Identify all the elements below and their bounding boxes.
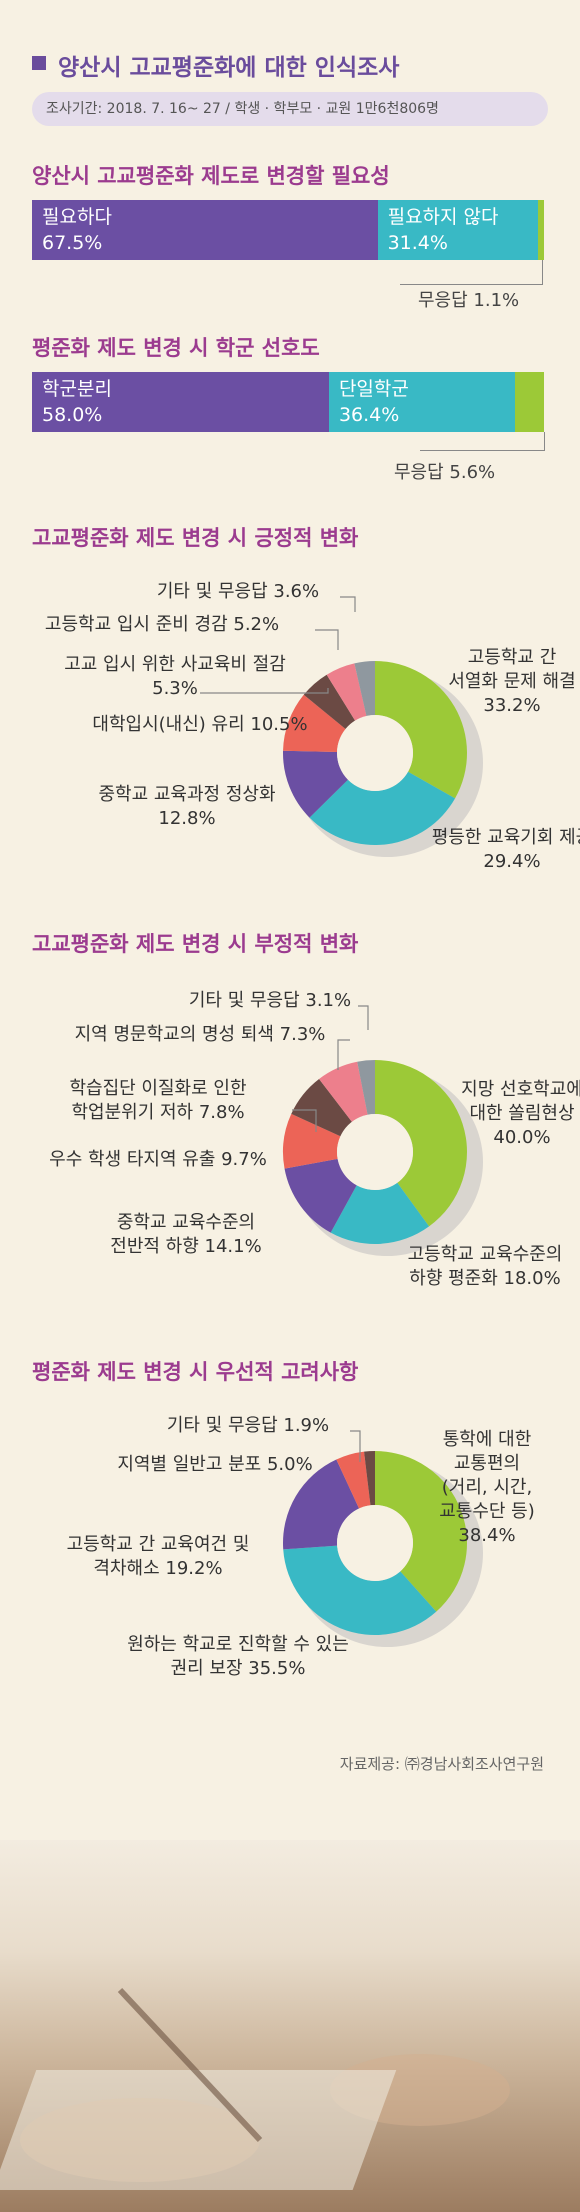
donut-2-leader-7 (358, 1005, 369, 1030)
bar-2-segment-2-value: 36.4% (338, 404, 400, 426)
donut-3-slice-4 (336, 1451, 371, 1509)
donut-1-slice-6 (326, 663, 367, 721)
data-source: 자료제공: ㈜경남사회조사연구원 (339, 1755, 544, 1773)
donut-1-hole (337, 715, 413, 791)
donut-3-label-2: 원하는 학교로 진학할 수 있는 권리 보장 35.5% (127, 1634, 349, 1679)
donut-1-slice-2 (309, 771, 456, 845)
bar-1-segment-1: 필요하다 67.5% (32, 200, 378, 260)
bar-2-segment-2: 단일학군 36.4% (328, 372, 516, 432)
donut-3-label-4: 지역별 일반고 분포 5.0% (117, 1454, 312, 1475)
bar-2-segment-2-category: 단일학군 (338, 378, 409, 400)
bar-2-segment-3 (515, 372, 544, 432)
survey-period: 조사기간: 2018. 7. 16~ 27 / 학생 · 학부모 · 교원 1만… (32, 92, 548, 126)
donut-2-label-6: 지역 명문학교의 명성 퇴색 7.3% (75, 1024, 326, 1045)
bar-chart-1-title: 양산시 고교평준화 제도로 변경할 필요성 (32, 164, 390, 188)
pie-chart-2-title: 고교평준화 제도 변경 시 부정적 변화 (32, 932, 359, 956)
donut-1-label-4: 대학입시(내신) 유리 10.5% (92, 714, 307, 735)
donut-3-hole (337, 1505, 413, 1581)
donut-1-slice-4 (283, 694, 346, 753)
donut-1-leader-5 (200, 688, 329, 694)
donut-1-slice-3 (283, 750, 348, 818)
donut-charts: 고등학교 간 서열화 문제 해결 33.2% 평등한 교육기회 제공 29.4% 중학교 … (45, 581, 580, 1679)
bar-2-segment-1-value: 58.0% (42, 404, 103, 426)
donut-1-label-1: 고등학교 간 서열화 문제 해결 33.2% (448, 647, 575, 716)
bar-1-segment-2-category: 필요하지 않다 (387, 206, 499, 228)
donut-1-label-2: 평등한 교육기회 제공 29.4% (432, 827, 580, 872)
donut-2-label-3: 중학교 교육수준의 전반적 하향 14.1% (110, 1212, 261, 1257)
bar-2-segment-1: 학군분리 58.0% (32, 372, 329, 432)
page-title: 양산시 고교평준화에 대한 인식조사 (58, 55, 400, 81)
background-photo (0, 1840, 580, 2212)
donut-2-label-5: 학습집단 이질화로 인한 학업분위기 저하 7.8% (69, 1078, 246, 1123)
bar-2-segment-1-category: 학군분리 (42, 378, 112, 400)
donut-2-hole (337, 1114, 413, 1190)
donut-2-label-2: 고등학교 교육수준의 하향 평준화 18.0% (408, 1244, 563, 1289)
donut-2-slice-7 (357, 1060, 375, 1115)
donut-2-label-1: 지망 선호학교에 대한 쏠림현상 40.0% (461, 1079, 580, 1148)
donut-1-leader-6 (315, 629, 339, 650)
donut-2-slice-2 (330, 1182, 430, 1244)
pencil-shape (117, 1987, 263, 2143)
bar-2-nr-leader (420, 432, 545, 451)
donut-3-leader-5 (350, 1430, 361, 1462)
donut-1-slice-1 (375, 661, 467, 799)
bar-1-segment-1-value: 67.5% (42, 232, 103, 254)
bar-1-segment-3 (538, 200, 544, 260)
bar-chart-2-title: 평준화 제도 변경 시 학군 선호도 (32, 336, 320, 360)
donut-1-leader-7 (340, 596, 356, 612)
bar-1-segment-2: 필요하지 않다 31.4% (377, 200, 539, 260)
donut-2-slice-4 (283, 1113, 341, 1169)
donut-2-leader-6 (337, 1039, 350, 1070)
donut-3-label-3: 고등학교 간 교육여건 및 격차해소 19.2% (67, 1534, 250, 1579)
donut-2-slice-1 (375, 1060, 468, 1227)
donut-3-label-5: 기타 및 무응답 1.9% (167, 1415, 329, 1436)
pie-chart-1-title: 고교평준화 제도 변경 시 긍정적 변화 (32, 526, 359, 550)
donut-2-slice-5 (291, 1078, 352, 1137)
donut-1-slice-5 (303, 674, 356, 729)
pie-chart-3-title: 평준화 제도 변경 시 우선적 고려사항 (32, 1360, 359, 1384)
donut-3-slice-5 (364, 1451, 375, 1506)
donut-3-label-1: 통학에 대한 교통편의 (거리, 시간, 교통수단 등) 38.4% (439, 1429, 535, 1546)
bar-1-nr-leader (400, 260, 543, 285)
donut-2-label-4: 우수 학생 타지역 유출 9.7% (49, 1149, 267, 1170)
donut-3-slice-3 (283, 1459, 360, 1550)
bar-chart-1: 필요하다 67.5% 필요하지 않다 31.4% (32, 200, 544, 260)
bar-1-nr-label: 무응답 1.1% (418, 290, 520, 311)
donut-2-slice-6 (319, 1061, 368, 1122)
paper-shape (0, 2070, 397, 2190)
donut-1-label-6: 고등학교 입시 준비 경감 5.2% (45, 614, 279, 635)
donut-3-slice-1 (375, 1451, 468, 1612)
bar-1-segment-2-value: 31.4% (387, 232, 448, 254)
donut-2-leader-5 (292, 1109, 317, 1132)
donut-1-label-7: 기타 및 무응답 3.6% (157, 581, 319, 602)
donut-1-label-5: 고교 입시 위한 사교육비 절감 5.3% (64, 654, 286, 699)
donut-2-label-7: 기타 및 무응답 3.1% (189, 990, 351, 1011)
bar-1-segment-1-category: 필요하다 (42, 206, 112, 228)
donut-3-slice-2 (283, 1545, 437, 1636)
donut-1-slice-7 (354, 661, 375, 716)
donut-2-slice-3 (284, 1158, 357, 1233)
bar-2-nr-label: 무응답 5.6% (394, 462, 496, 483)
title-bullet-icon (32, 56, 46, 70)
bar-chart-2: 학군분리 58.0% 단일학군 36.4% (32, 372, 544, 432)
donut-1-label-3: 중학교 교육과정 정상화 12.8% (98, 784, 275, 829)
